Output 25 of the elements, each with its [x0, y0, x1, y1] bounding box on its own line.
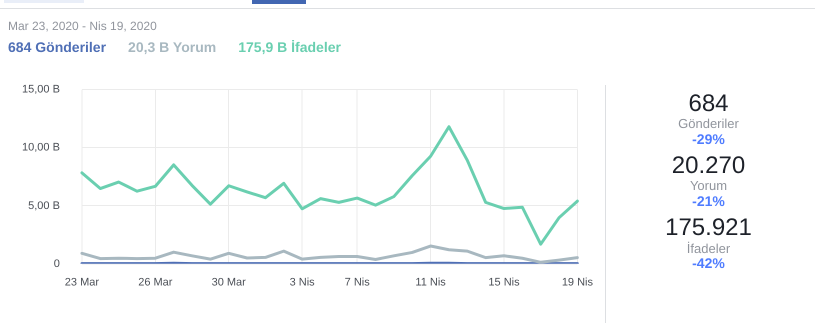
text: 20.270	[672, 152, 746, 180]
text: 20,3 B Yorum	[128, 39, 216, 55]
text: 175,9 B İfadeler	[238, 39, 341, 55]
x-tick-label: 11 Nis	[415, 276, 446, 288]
x-tick-label: 7 Nis	[344, 276, 370, 288]
y-tick-label: 15,00 B	[22, 84, 60, 96]
text: İfadeler	[686, 240, 732, 256]
x-tick-label: 19 Nis	[562, 276, 594, 288]
x-tick-label: 3 Nis	[290, 276, 316, 288]
x-tick-label: 23 Mar	[64, 276, 100, 288]
text: Yorum	[688, 178, 728, 194]
text: -42%	[691, 254, 726, 272]
x-tick-label: 15 Nis	[488, 276, 520, 288]
x-tick-label: 30 Mar	[212, 276, 246, 288]
chart-subtitle: Mar 23, 2020 - Nis 19, 2020	[7, 19, 158, 35]
text: 684 Gönderiler	[8, 39, 106, 55]
y-tick-label: 0	[54, 258, 60, 270]
text: 684	[687, 90, 730, 118]
y-tick-label: 5,00 B	[28, 200, 60, 212]
text: Gönderiler	[678, 116, 739, 132]
x-tick-label: 26 Mar	[138, 276, 173, 288]
y-tick-label: 10,00 B	[22, 142, 60, 154]
text: 175.921	[665, 214, 752, 242]
text: -29%	[691, 130, 726, 148]
text: -21%	[691, 192, 726, 210]
